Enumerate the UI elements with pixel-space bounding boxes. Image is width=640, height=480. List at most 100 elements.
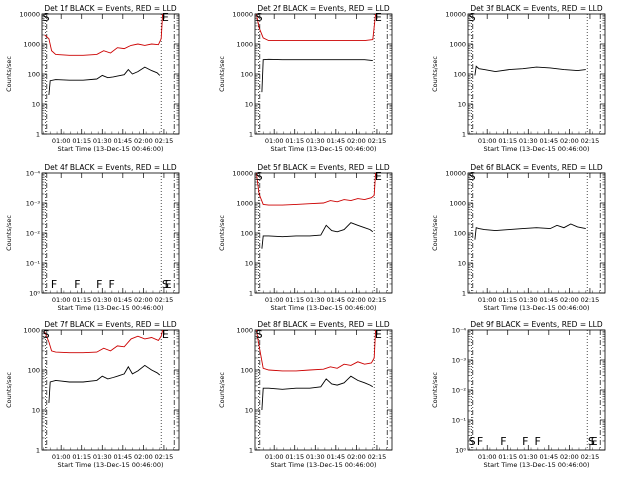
y-axis-label: Counts/sec bbox=[5, 215, 13, 251]
y-axis-label: Counts/sec bbox=[431, 215, 439, 251]
plot-frame bbox=[41, 329, 180, 451]
events-series-line bbox=[474, 223, 586, 240]
x-axis-label: Start Time (13-Dec-15 00:46:00) bbox=[270, 145, 376, 153]
x-tick-label: 02:15 bbox=[368, 453, 387, 461]
panel-title: Det 5f BLACK = Events, RED = LLD bbox=[257, 163, 390, 172]
panel-title: Det 6f BLACK = Events, RED = LLD bbox=[470, 163, 603, 172]
plot-frame bbox=[254, 329, 393, 451]
x-tick-label: 01:00 bbox=[478, 296, 497, 304]
x-tick-label: 02:15 bbox=[368, 296, 387, 304]
panel-title: Det 7f BLACK = Events, RED = LLD bbox=[44, 320, 177, 329]
panel-title: Det 9f BLACK = Events, RED = LLD bbox=[470, 320, 603, 329]
y-tick-label: 10⁻³ bbox=[26, 200, 41, 208]
x-tick-label: 02:00 bbox=[560, 296, 579, 304]
x-tick-label: 01:15 bbox=[72, 137, 91, 145]
y-tick-label: 1 bbox=[249, 131, 253, 139]
x-tick-label: 01:30 bbox=[306, 296, 325, 304]
panel-8: Det 8f BLACK = Events, RED = LLD 1 10 100 10… bbox=[218, 320, 393, 469]
flag-label-f: F bbox=[534, 435, 540, 448]
lld-series-line bbox=[44, 13, 164, 56]
x-tick-label: 01:30 bbox=[93, 453, 112, 461]
flag-label-e: E bbox=[162, 11, 169, 24]
flag-label-f: F bbox=[108, 278, 114, 291]
x-tick-label: 02:15 bbox=[581, 453, 600, 461]
y-tick-label: 100 bbox=[454, 230, 466, 238]
x-tick-label: 02:15 bbox=[155, 296, 174, 304]
x-tick-label: 01:15 bbox=[285, 453, 304, 461]
x-tick-label: 01:15 bbox=[498, 137, 517, 145]
y-tick-label: 10 bbox=[32, 407, 40, 415]
x-tick-label: 01:15 bbox=[498, 296, 517, 304]
x-tick-label: 01:45 bbox=[326, 296, 345, 304]
lld-series-line bbox=[255, 172, 377, 206]
x-tick-label: 01:15 bbox=[285, 137, 304, 145]
y-tick-label: 1 bbox=[249, 447, 253, 455]
lld-series-line bbox=[44, 329, 164, 354]
panel-2: Det 2f BLACK = Events, RED = LLD 1 10 100 10… bbox=[218, 4, 393, 153]
panel-title: Det 4f BLACK = Events, RED = LLD bbox=[44, 163, 177, 172]
x-tick-label: 01:30 bbox=[519, 453, 538, 461]
flag-label-s: S bbox=[588, 435, 595, 448]
events-series-line bbox=[261, 58, 373, 93]
flag-label-s: S bbox=[162, 278, 169, 291]
panel-title: Det 3f BLACK = Events, RED = LLD bbox=[470, 4, 603, 13]
y-tick-label: 10⁻⁴ bbox=[26, 170, 41, 178]
y-axis-label: Counts/sec bbox=[431, 372, 439, 408]
y-tick-label: 100 bbox=[241, 230, 253, 238]
flag-label-f: F bbox=[522, 435, 528, 448]
y-tick-label: 100 bbox=[241, 71, 253, 79]
flag-label-f: F bbox=[477, 435, 483, 448]
x-axis-label: Start Time (13-Dec-15 00:46:00) bbox=[483, 461, 589, 469]
y-tick-label: 1 bbox=[462, 290, 466, 298]
flag-label-s: S bbox=[469, 11, 476, 24]
x-tick-label: 02:15 bbox=[581, 137, 600, 145]
events-series-line bbox=[48, 66, 161, 96]
y-axis-label: Counts/sec bbox=[218, 372, 226, 408]
x-tick-label: 01:45 bbox=[326, 453, 345, 461]
flag-label-s: S bbox=[469, 170, 476, 183]
x-axis-label: Start Time (13-Dec-15 00:46:00) bbox=[57, 461, 163, 469]
y-tick-label: 1 bbox=[36, 447, 40, 455]
x-tick-label: 01:45 bbox=[539, 137, 558, 145]
events-series-line bbox=[261, 222, 374, 249]
x-tick-label: 01:45 bbox=[326, 137, 345, 145]
panel-1: Det 1f BLACK = Events, RED = LLD 1 10 100 10… bbox=[5, 4, 180, 153]
x-axis-label: Start Time (13-Dec-15 00:46:00) bbox=[270, 461, 376, 469]
x-tick-label: 01:00 bbox=[478, 137, 497, 145]
x-axis-label: Start Time (13-Dec-15 00:46:00) bbox=[57, 304, 163, 312]
y-tick-label: 10 bbox=[245, 407, 253, 415]
x-tick-label: 02:15 bbox=[581, 296, 600, 304]
y-tick-label: 1 bbox=[249, 290, 253, 298]
panel-7: Det 7f BLACK = Events, RED = LLD 1 10 100 10… bbox=[5, 320, 180, 469]
flag-label-s: S bbox=[43, 11, 50, 24]
x-tick-label: 02:00 bbox=[134, 453, 153, 461]
x-tick-label: 01:45 bbox=[113, 137, 132, 145]
y-tick-label: 10 bbox=[458, 260, 466, 268]
y-tick-label: 1000 bbox=[236, 327, 253, 335]
y-tick-label: 10 bbox=[245, 260, 253, 268]
x-tick-label: 02:00 bbox=[134, 137, 153, 145]
x-tick-label: 01:00 bbox=[52, 453, 71, 461]
flag-label-e: E bbox=[375, 170, 382, 183]
y-tick-label: 10⁻² bbox=[26, 230, 41, 238]
x-tick-label: 02:00 bbox=[560, 137, 579, 145]
x-tick-label: 01:15 bbox=[285, 296, 304, 304]
flag-label-e: E bbox=[375, 328, 382, 341]
y-tick-label: 1000 bbox=[236, 200, 253, 208]
panel-3: Det 3f BLACK = Events, RED = LLD 1 10 100 10… bbox=[431, 4, 606, 153]
x-tick-label: 02:15 bbox=[155, 137, 174, 145]
y-tick-label: 10000 bbox=[232, 170, 253, 178]
x-axis-label: Start Time (13-Dec-15 00:46:00) bbox=[270, 304, 376, 312]
flag-label-f: F bbox=[500, 435, 506, 448]
x-tick-label: 02:00 bbox=[134, 296, 153, 304]
y-tick-label: 10 bbox=[458, 101, 466, 109]
x-tick-label: 02:00 bbox=[347, 453, 366, 461]
panel-4: Det 4f BLACK = Events, RED = LLD 10⁰ 10⁻¹ 1… bbox=[5, 163, 180, 312]
y-tick-label: 1 bbox=[462, 131, 466, 139]
y-tick-label: 10000 bbox=[445, 170, 466, 178]
x-tick-label: 02:00 bbox=[560, 453, 579, 461]
y-axis-label: Counts/sec bbox=[431, 56, 439, 92]
x-tick-label: 01:45 bbox=[113, 453, 132, 461]
x-tick-label: 02:00 bbox=[347, 137, 366, 145]
